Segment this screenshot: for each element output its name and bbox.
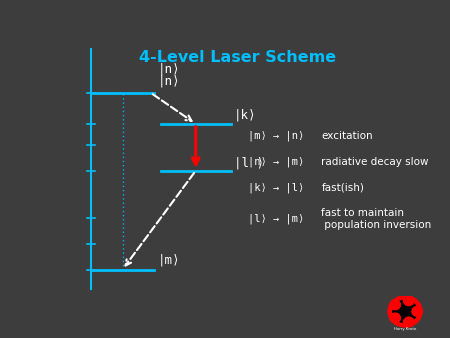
Text: |k⟩ → |l⟩: |k⟩ → |l⟩ xyxy=(248,183,304,193)
Circle shape xyxy=(388,296,422,327)
Circle shape xyxy=(393,300,417,322)
Text: |l⟩ → |m⟩: |l⟩ → |m⟩ xyxy=(248,214,304,224)
Text: 4-Level Laser Scheme: 4-Level Laser Scheme xyxy=(139,50,336,65)
Circle shape xyxy=(390,300,400,310)
Text: |l ⟩: |l ⟩ xyxy=(234,156,264,169)
Text: |n⟩ → |m⟩: |n⟩ → |m⟩ xyxy=(248,156,304,167)
Text: fast(ish): fast(ish) xyxy=(321,183,364,193)
Text: Harry Kroto: Harry Kroto xyxy=(394,327,416,331)
Circle shape xyxy=(390,313,400,323)
Text: excitation: excitation xyxy=(321,130,373,141)
Text: |k⟩: |k⟩ xyxy=(234,108,256,121)
Text: fast to maintain
 population inversion: fast to maintain population inversion xyxy=(321,208,432,230)
Circle shape xyxy=(412,307,423,316)
Circle shape xyxy=(404,317,414,327)
Text: |m⟩: |m⟩ xyxy=(158,254,180,267)
Text: |m⟩ → |n⟩: |m⟩ → |n⟩ xyxy=(248,130,304,141)
Circle shape xyxy=(404,296,414,306)
Text: |n⟩: |n⟩ xyxy=(158,74,180,88)
Text: radiative decay slow: radiative decay slow xyxy=(321,156,429,167)
Text: |n⟩: |n⟩ xyxy=(158,63,180,76)
